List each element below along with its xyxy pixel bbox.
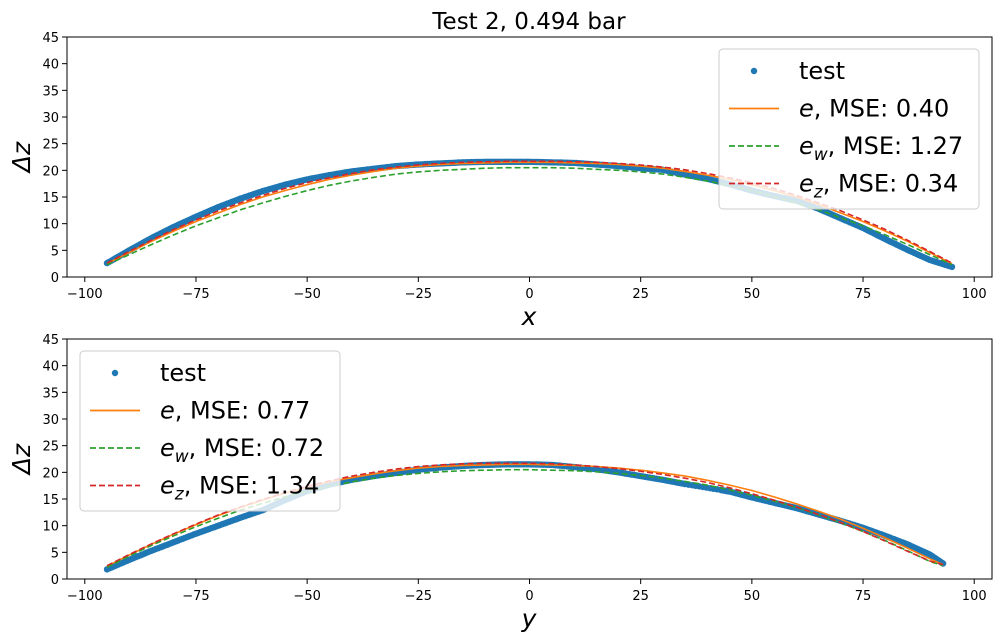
y-tick-label: 25 [42, 138, 59, 153]
x-tick-label: −75 [182, 589, 209, 604]
plot-area [103, 158, 956, 271]
x-tick-label: −75 [182, 287, 209, 302]
y-tick-label: 15 [42, 191, 59, 206]
x-tick-label: −100 [67, 287, 103, 302]
y-tick-label: 5 [51, 546, 59, 561]
legend-symbol: e [160, 397, 175, 425]
legend-marker [111, 369, 119, 377]
x-tick-label: 75 [855, 589, 872, 604]
legend-text: test [160, 359, 206, 387]
y-tick-label: 30 [42, 111, 59, 126]
x-tick-label: 0 [525, 287, 533, 302]
legend-subscript: w [175, 447, 189, 467]
x-tick-label: −100 [67, 589, 103, 604]
legend-label: ez, MSE: 1.34 [160, 472, 319, 505]
legend-subscript: z [174, 485, 185, 505]
legend-symbol: e [799, 132, 814, 160]
y-tick-label: 35 [42, 84, 59, 99]
y-axis-label: Δz [7, 443, 36, 476]
y-tick-label: 30 [42, 413, 59, 428]
y-tick-label: 25 [42, 440, 59, 455]
x-tick-label: 25 [632, 287, 649, 302]
x-tick-label: 50 [744, 589, 761, 604]
y-tick-label: 40 [42, 58, 59, 73]
legend-subscript: w [814, 145, 828, 165]
legend-symbol: e [160, 472, 175, 500]
y-tick-label: 15 [42, 493, 59, 508]
y-tick-label: 40 [42, 360, 59, 375]
tick-labels: −100 −75 −50 −25 0 25 50 75 100 0 5 10 15 20 25 30 35 40 4… [42, 333, 986, 604]
legend-label: ew, MSE: 1.27 [799, 132, 963, 165]
legend-label: test [160, 359, 206, 387]
legend-label: ew, MSE: 0.72 [160, 434, 324, 467]
x-tick-label: 75 [855, 287, 872, 302]
y-tick-label: 0 [51, 573, 59, 588]
legend-text: test [799, 57, 845, 85]
legend-text: , MSE: 1.27 [828, 132, 964, 160]
data-point [948, 263, 956, 271]
legend-subscript: z [813, 183, 824, 203]
series-line-3 [106, 160, 953, 264]
legend-marker [750, 67, 758, 75]
y-axis-label: Δz [7, 141, 36, 174]
y-tick-label: 20 [42, 466, 59, 481]
x-tick-label: 0 [525, 589, 533, 604]
tick-labels: −100 −75 −50 −25 0 25 50 75 100 0 5 10 15 20 25 30 35 40 4… [42, 31, 986, 302]
x-tick-label: −50 [293, 287, 320, 302]
legend-symbol: e [799, 170, 814, 198]
legend-label: e, MSE: 0.40 [799, 95, 949, 123]
y-tick-label: 5 [51, 244, 59, 259]
x-tick-label: 50 [744, 287, 761, 302]
x-tick-label: −25 [405, 589, 432, 604]
legend-box [79, 350, 341, 512]
y-tick-label: 20 [42, 164, 59, 179]
chart-x-profile: Test 2, 0.494 bar −100 −75 −50 −25 0 25 50 75 10… [7, 9, 993, 331]
legend-text: , MSE: 1.34 [184, 472, 320, 500]
legend-label: test [799, 57, 845, 85]
chart-y-profile: −100 −75 −50 −25 0 25 50 75 100 0 5 10 15 20 25 30 35 40 4… [7, 333, 993, 633]
y-tick-label: 35 [42, 386, 59, 401]
legend-label: e, MSE: 0.77 [160, 397, 310, 425]
legend-text: , MSE: 0.72 [189, 434, 325, 462]
y-tick-label: 45 [42, 333, 59, 348]
chart-title: Test 2, 0.494 bar [431, 9, 626, 35]
legend-symbol: e [160, 434, 175, 462]
x-axis-label: y [521, 604, 538, 633]
x-tick-label: −50 [293, 589, 320, 604]
legend-box [718, 48, 980, 210]
legend-text: , MSE: 0.34 [823, 170, 959, 198]
legend-text: , MSE: 0.40 [814, 95, 950, 123]
legend-text: , MSE: 0.77 [175, 397, 311, 425]
x-tick-label: 100 [962, 287, 987, 302]
legend-symbol: e [799, 95, 814, 123]
y-tick-label: 0 [51, 271, 59, 286]
x-tick-label: 25 [632, 589, 649, 604]
x-tick-label: −25 [405, 287, 432, 302]
y-tick-label: 10 [42, 520, 59, 535]
x-tick-label: 100 [962, 589, 987, 604]
y-tick-label: 10 [42, 218, 59, 233]
legend-label: ez, MSE: 0.34 [799, 170, 958, 203]
x-axis-label: x [521, 302, 537, 331]
y-tick-label: 45 [42, 31, 59, 46]
